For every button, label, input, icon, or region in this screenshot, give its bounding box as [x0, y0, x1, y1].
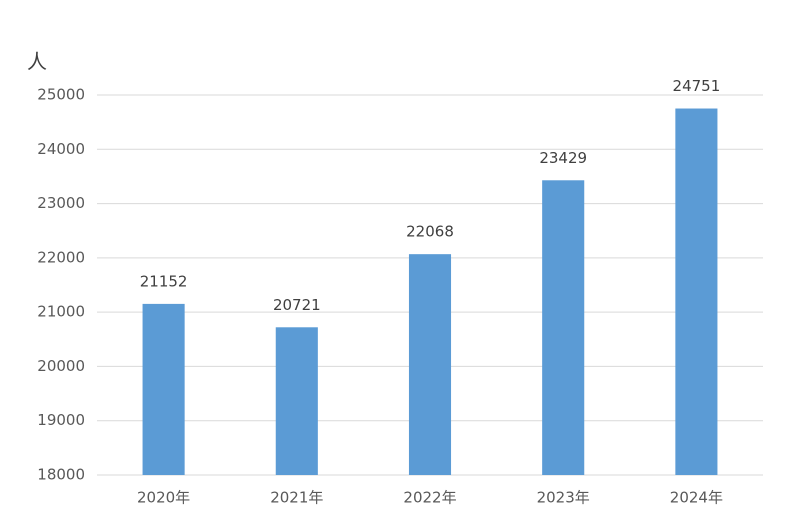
y-tick-label: 19000: [37, 411, 85, 429]
y-tick-label: 23000: [37, 194, 85, 212]
x-tick-label: 2023年: [537, 489, 590, 507]
y-tick-label: 24000: [37, 140, 85, 158]
y-tick-label: 21000: [37, 303, 85, 321]
bar: [275, 327, 318, 475]
y-tick-label: 25000: [37, 86, 85, 104]
y-tick-label: 18000: [37, 466, 85, 484]
x-tick-label: 2020年: [137, 489, 190, 507]
y-tick-label: 22000: [37, 248, 85, 266]
x-tick-label: 2022年: [403, 489, 456, 507]
x-tick-label: 2021年: [270, 489, 323, 507]
data-label: 24751: [673, 77, 721, 95]
bar: [142, 303, 185, 475]
data-label: 23429: [539, 149, 587, 167]
bar: [675, 108, 718, 475]
bar: [408, 254, 452, 475]
data-label: 20721: [273, 296, 321, 314]
bar: [542, 180, 585, 476]
y-axis-label: 人: [27, 50, 47, 74]
data-label: 22068: [406, 223, 454, 241]
data-label: 21152: [140, 272, 188, 290]
y-tick-label: 20000: [37, 357, 85, 375]
x-tick-label: 2024年: [670, 489, 723, 507]
